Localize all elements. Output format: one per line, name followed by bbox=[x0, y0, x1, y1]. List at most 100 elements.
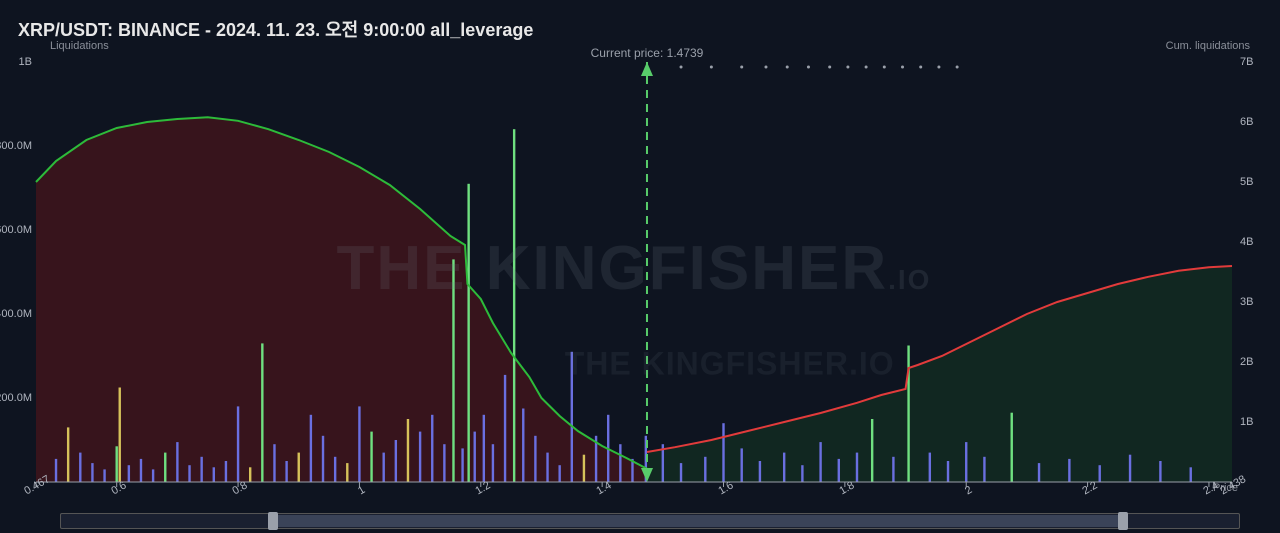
range-slider[interactable] bbox=[60, 513, 1240, 529]
top-dot bbox=[740, 66, 743, 69]
chart-title: XRP/USDT: BINANCE - 2024. 11. 23. 오전 9:0… bbox=[18, 16, 533, 42]
liq-bar bbox=[358, 406, 360, 482]
liq-bar bbox=[741, 448, 743, 482]
liq-bar bbox=[116, 446, 118, 482]
liq-bar bbox=[1068, 459, 1070, 482]
y-right-tick: 2B bbox=[1236, 356, 1280, 368]
liq-bar bbox=[838, 459, 840, 482]
y-right-tick: 5B bbox=[1236, 176, 1280, 188]
y-left-tick: 200.0M bbox=[0, 392, 32, 404]
top-dot bbox=[764, 66, 767, 69]
liq-bar bbox=[704, 457, 706, 482]
liq-bar bbox=[1099, 465, 1101, 482]
current-price-arrow-up-icon bbox=[641, 62, 653, 76]
liq-bar bbox=[492, 444, 494, 482]
y-right-tick: 6B bbox=[1236, 116, 1280, 128]
current-price-label: Current price: 1.4739 bbox=[591, 46, 704, 60]
top-dot bbox=[919, 66, 922, 69]
liq-bar bbox=[370, 432, 372, 482]
liq-bar bbox=[249, 467, 251, 482]
top-dot bbox=[807, 66, 810, 69]
liq-bar bbox=[504, 375, 506, 482]
liq-bar bbox=[79, 453, 81, 482]
y-right-axis-title: Cum. liquidations bbox=[1166, 40, 1250, 52]
liq-bar bbox=[237, 406, 239, 482]
liq-bar bbox=[213, 467, 215, 482]
liq-bar bbox=[871, 419, 873, 482]
y-left-tick: 1B bbox=[0, 56, 32, 68]
top-dot bbox=[901, 66, 904, 69]
liq-bar bbox=[947, 461, 949, 482]
liq-bar bbox=[680, 463, 682, 482]
liq-bar bbox=[1011, 413, 1013, 482]
liq-bar bbox=[513, 129, 515, 482]
liq-bar bbox=[152, 469, 154, 482]
y-right-tick: 7B bbox=[1236, 56, 1280, 68]
liq-bar bbox=[534, 436, 536, 482]
chart-svg bbox=[36, 62, 1232, 482]
cum-long-fill bbox=[36, 117, 647, 482]
y-left-axis-title: Liquidations bbox=[50, 40, 109, 52]
liq-bar bbox=[225, 461, 227, 482]
liq-bar bbox=[334, 457, 336, 482]
liq-bar bbox=[55, 459, 57, 482]
liq-bar bbox=[310, 415, 312, 482]
liq-bar bbox=[983, 457, 985, 482]
liq-bar bbox=[1190, 467, 1192, 482]
liq-bar bbox=[522, 409, 524, 483]
top-dot bbox=[865, 66, 868, 69]
liq-bar bbox=[571, 352, 573, 482]
top-dot bbox=[828, 66, 831, 69]
liq-bar bbox=[443, 444, 445, 482]
liq-bar bbox=[929, 453, 931, 482]
x-tick: 0.467 bbox=[22, 473, 52, 497]
liq-bar bbox=[188, 465, 190, 482]
liq-bar bbox=[395, 440, 397, 482]
x-tick: 1 bbox=[356, 484, 367, 497]
liq-bar bbox=[558, 465, 560, 482]
y-left-tick: 400.0M bbox=[0, 308, 32, 320]
liq-bar bbox=[407, 419, 409, 482]
top-dot bbox=[710, 66, 713, 69]
liq-bar bbox=[801, 465, 803, 482]
liq-bar bbox=[164, 453, 166, 482]
y-right-tick: 3B bbox=[1236, 296, 1280, 308]
liq-bar bbox=[892, 457, 894, 482]
liq-bar bbox=[965, 442, 967, 482]
top-dot bbox=[786, 66, 789, 69]
liq-bar bbox=[583, 455, 585, 482]
range-slider-range[interactable] bbox=[273, 515, 1121, 527]
liq-bar bbox=[346, 463, 348, 482]
liq-bar bbox=[298, 453, 300, 482]
liq-bar bbox=[759, 461, 761, 482]
liq-bar bbox=[176, 442, 178, 482]
liq-bar bbox=[128, 465, 130, 482]
liq-bar bbox=[907, 346, 909, 483]
liq-bar bbox=[273, 444, 275, 482]
liq-bar bbox=[452, 259, 454, 482]
liq-bar bbox=[619, 444, 621, 482]
top-dot bbox=[680, 66, 683, 69]
liq-bar bbox=[67, 427, 69, 482]
liq-bar bbox=[819, 442, 821, 482]
liq-bar bbox=[856, 453, 858, 482]
liq-bar bbox=[483, 415, 485, 482]
range-slider-handle-right[interactable] bbox=[1118, 512, 1128, 530]
y-right-tick: 4B bbox=[1236, 236, 1280, 248]
range-slider-handle-left[interactable] bbox=[268, 512, 278, 530]
cum-short-fill bbox=[647, 266, 1232, 482]
liq-bar bbox=[285, 461, 287, 482]
y-left-tick: 800.0M bbox=[0, 140, 32, 152]
liq-bar bbox=[1159, 461, 1161, 482]
liq-bar bbox=[322, 436, 324, 482]
chart-plot-area: THE KINGFISHER.IO THE KINGFISHER.IO Pric… bbox=[36, 62, 1232, 482]
liq-bar bbox=[1129, 455, 1131, 482]
liq-bar bbox=[431, 415, 433, 482]
liq-bar bbox=[722, 423, 724, 482]
y-right-tick: 1B bbox=[1236, 416, 1280, 428]
liq-bar bbox=[546, 453, 548, 482]
liq-bar bbox=[91, 463, 93, 482]
liq-bar bbox=[1038, 463, 1040, 482]
liq-bar bbox=[140, 459, 142, 482]
liq-bar bbox=[103, 469, 105, 482]
